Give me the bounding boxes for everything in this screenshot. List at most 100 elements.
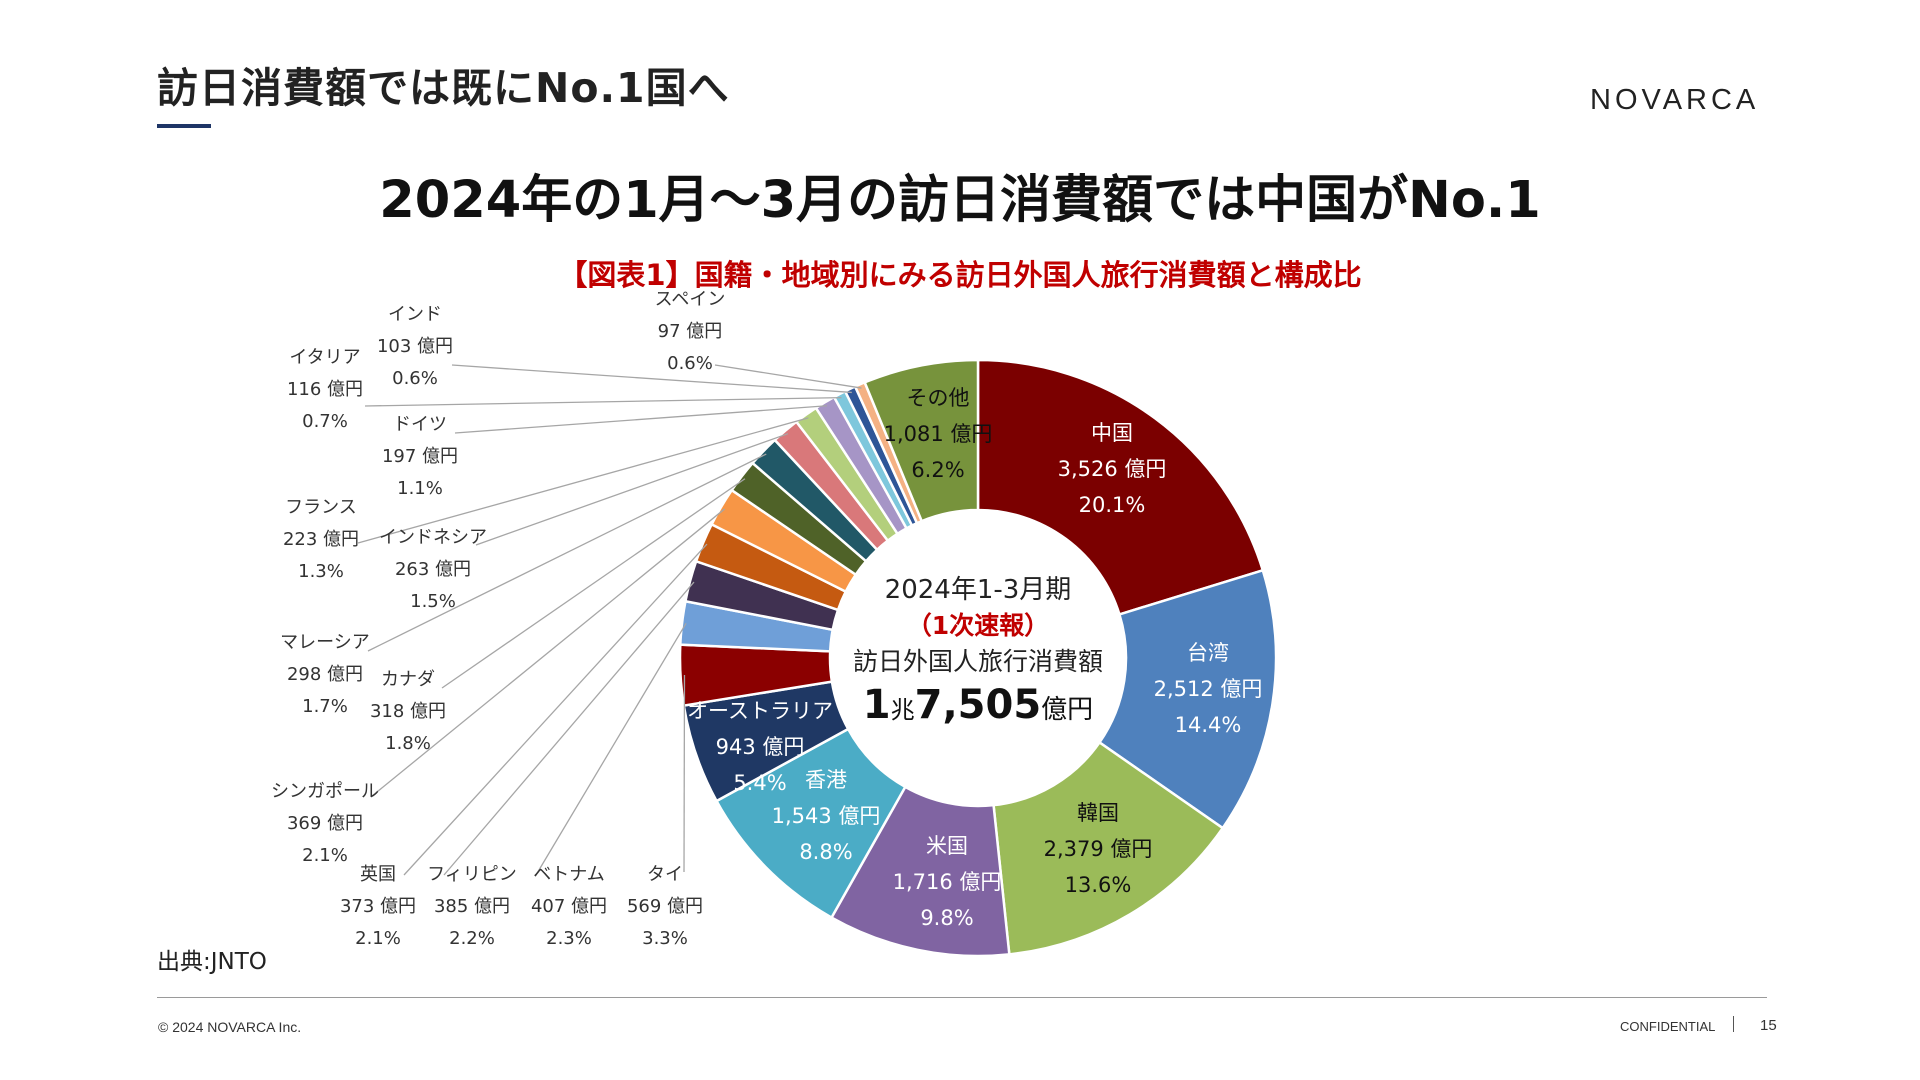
- slice-1: [1097, 568, 1278, 830]
- chart-title: 【図表1】国籍・地域別にみる訪日外国人旅行消費額と構成比: [558, 258, 1362, 292]
- donut-center: 2024年1-3月期 （1次速報） 訪日外国人旅行消費額 1兆7,505億円: [853, 575, 1103, 728]
- slice-5-percent: 5.4%: [733, 771, 786, 795]
- slice-8-percent: 2.2%: [449, 928, 495, 949]
- slice-12-leader: [367, 453, 767, 652]
- slice-2-label: 韓国 2,379 億円 13.6%: [1044, 801, 1153, 897]
- slice-14-name: フランス: [285, 497, 357, 518]
- slice-4-name: 香港: [805, 768, 847, 792]
- center-period: 2024年1-3月期: [885, 575, 1072, 605]
- slice-19-percent: 6.2%: [911, 458, 964, 482]
- slice-17-amount: 103 億円: [377, 336, 453, 357]
- slice-12-amount: 298 億円: [287, 664, 363, 685]
- slice-14-amount: 223 億円: [283, 529, 359, 550]
- slice-6-label: タイ 569 億円 3.3%: [627, 864, 703, 949]
- leader-lines: [357, 364, 862, 876]
- center-note: （1次速報）: [907, 611, 1049, 640]
- slice-1-amount: 2,512 億円: [1154, 677, 1263, 701]
- slice-7-name: ベトナム: [533, 864, 604, 885]
- slice-18-leader: [714, 364, 862, 389]
- slice-19-name: その他: [907, 386, 970, 410]
- slice-10-amount: 369 億円: [287, 813, 363, 834]
- slice-4-label: 香港 1,543 億円 8.8%: [772, 768, 881, 864]
- slice-15-name: ドイツ: [393, 414, 447, 435]
- slice-17-name: インド: [388, 304, 442, 325]
- slice-18-name: スペイン: [655, 289, 726, 310]
- slice-2-amount: 2,379 億円: [1044, 837, 1153, 861]
- footer-divider: [157, 997, 1767, 998]
- page-separator: [1733, 1016, 1734, 1032]
- slice-15-label: ドイツ 197 億円 1.1%: [382, 414, 458, 499]
- slice-15-amount: 197 億円: [382, 446, 458, 467]
- slice-15-leader: [454, 405, 828, 434]
- slice-13-percent: 1.5%: [410, 591, 456, 612]
- slice-0-label: 中国 3,526 億円 20.1%: [1058, 421, 1167, 517]
- slice-6-name: タイ: [647, 864, 683, 885]
- slice-19-label: その他 1,081 億円 6.2%: [884, 386, 993, 482]
- slice-9-leader: [403, 543, 708, 876]
- confidential-label: CONFIDENTIAL: [1620, 1019, 1716, 1034]
- slice-6-percent: 3.3%: [642, 928, 688, 949]
- slice-10-name: シンガポール: [271, 781, 379, 802]
- slice-8-label: フィリピン 385 億円 2.2%: [427, 864, 517, 949]
- slice-0-percent: 20.1%: [1079, 493, 1146, 517]
- slice-13-amount: 263 億円: [395, 559, 471, 580]
- slice-10-leader: [371, 508, 726, 797]
- slice-13-label: インドネシア 263 億円 1.5%: [379, 527, 487, 612]
- slice-19-amount: 1,081 億円: [884, 422, 993, 446]
- slice-labels: 中国 3,526 億円 20.1% 台湾 2,512 億円 14.4% 韓国 2,379 億円…: [271, 289, 1262, 949]
- slice-11-percent: 1.8%: [385, 733, 431, 754]
- slice-15-percent: 1.1%: [397, 478, 443, 499]
- slice-5-name: オーストラリア: [687, 699, 833, 723]
- slice-4-amount: 1,543 億円: [772, 804, 881, 828]
- center-total: 1兆7,505億円: [863, 682, 1093, 728]
- slice-19: [863, 358, 980, 523]
- slice-5-label: オーストラリア 943 億円 5.4%: [687, 699, 833, 795]
- slice-8-amount: 385 億円: [434, 896, 510, 917]
- slide-title: 訪日消費額では既にNo.1国へ: [157, 64, 730, 112]
- slice-18-amount: 97 億円: [658, 321, 723, 342]
- slice-16-amount: 116 億円: [287, 379, 363, 400]
- slice-18-percent: 0.6%: [667, 353, 713, 374]
- slice-17-label: インド 103 億円 0.6%: [377, 304, 453, 389]
- brand-logo: NOVARCA: [1590, 84, 1760, 116]
- slice-8-leader: [443, 581, 695, 876]
- slice-7-label: ベトナム 407 億円 2.3%: [531, 864, 607, 949]
- headline: 2024年の1月～3月の訪日消費額では中国がNo.1: [379, 171, 1541, 230]
- slice-2-percent: 13.6%: [1065, 873, 1132, 897]
- slice-2-name: 韓国: [1077, 801, 1119, 825]
- slice-9-label: 英国 373 億円 2.1%: [340, 864, 416, 949]
- slice-11-amount: 318 億円: [370, 701, 446, 722]
- slice-9-name: 英国: [360, 864, 396, 885]
- slice-7-percent: 2.3%: [546, 928, 592, 949]
- slice-13-leader: [475, 433, 789, 546]
- slice-11-name: カナダ: [381, 669, 435, 690]
- center-label: 訪日外国人旅行消費額: [853, 647, 1103, 676]
- slice-8-name: フィリピン: [427, 864, 517, 885]
- title-underline: [157, 124, 211, 128]
- slice-0-name: 中国: [1091, 421, 1133, 445]
- slice-12-label: マレーシア 298 億円 1.7%: [280, 632, 370, 717]
- slice-16-leader: [364, 396, 842, 407]
- slice-3-name: 米国: [926, 834, 968, 858]
- slice-10-percent: 2.1%: [302, 845, 348, 866]
- slice-11-leader: [441, 478, 746, 689]
- page-number: 15: [1760, 1017, 1777, 1034]
- copyright: © 2024 NOVARCA Inc.: [158, 1019, 302, 1035]
- slice-0: [976, 358, 1265, 616]
- slice-17-percent: 0.6%: [392, 368, 438, 389]
- slice-14-leader: [357, 417, 809, 544]
- slice-2: [992, 740, 1225, 956]
- donut-slices: [678, 358, 1278, 958]
- slice-3-label: 米国 1,716 億円 9.8%: [893, 834, 1002, 930]
- slice-3-amount: 1,716 億円: [893, 870, 1002, 894]
- slice-13-name: インドネシア: [379, 527, 487, 548]
- slice-16-label: イタリア 116 億円 0.7%: [287, 347, 363, 432]
- slice-7-leader: [535, 622, 687, 876]
- slice-7-amount: 407 億円: [531, 896, 607, 917]
- slice-1-name: 台湾: [1187, 641, 1229, 665]
- slice-12-name: マレーシア: [280, 632, 370, 653]
- slice-1-label: 台湾 2,512 億円 14.4%: [1154, 641, 1263, 737]
- slice-9-percent: 2.1%: [355, 928, 401, 949]
- slice-0-amount: 3,526 億円: [1058, 457, 1167, 481]
